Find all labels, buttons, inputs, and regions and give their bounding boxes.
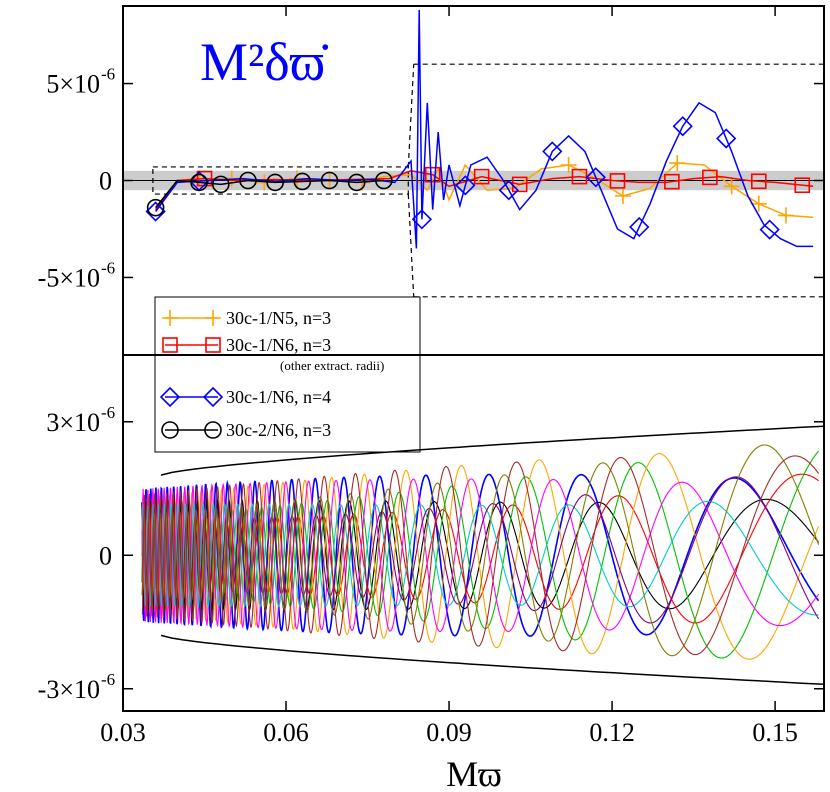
x-tick-label: 0.06	[263, 718, 309, 747]
y-tick-label: 5×10	[46, 70, 100, 99]
bottom-y-ticks: 3×10 -60-3×10 -6	[38, 403, 824, 704]
legend-marker	[205, 337, 221, 353]
data-point	[411, 209, 433, 230]
y-tick-label: -3×10	[38, 675, 100, 704]
oscillation-line	[141, 444, 820, 657]
legend-label: 30c-1/N6, n=4	[226, 387, 331, 407]
y-tick-exponent: -6	[101, 65, 115, 84]
legend-box	[154, 296, 421, 453]
data-point	[293, 172, 312, 191]
legend-item: 30c-2/N6, n=3	[161, 420, 331, 440]
oscillation-curve	[141, 444, 820, 657]
data-point	[777, 207, 794, 224]
data-point	[672, 116, 693, 137]
legend-item: 30c-1/N5, n=3	[162, 308, 331, 328]
legend-item: 30c-1/N6, n=3 (other extract. radii)	[162, 335, 384, 373]
data-point	[750, 195, 767, 212]
y-tick-label: 0	[99, 541, 112, 570]
x-tick-label: 0.12	[589, 718, 635, 747]
data-point	[750, 173, 767, 190]
oscillation-line	[141, 453, 820, 660]
top-plot-area	[123, 9, 824, 298]
data-point	[723, 178, 740, 195]
data-point	[702, 169, 718, 186]
series-line	[154, 9, 814, 249]
data-point	[560, 156, 577, 173]
envelope-upper	[160, 425, 824, 476]
top-panel: 5×10 -60-5×10 -6 M²δϖ̇ 30c-1/N5, n=330c-1/…	[38, 5, 825, 453]
x-tick-label: 0.03	[100, 718, 146, 747]
data-point	[585, 167, 606, 188]
legend-marker	[161, 421, 179, 439]
zoom-box	[152, 166, 409, 195]
oscillation-curve	[141, 450, 819, 659]
legend-marker	[202, 386, 224, 408]
data-point	[759, 219, 780, 240]
envelope-lower	[160, 634, 824, 686]
data-point	[455, 175, 476, 196]
data-point	[190, 173, 208, 192]
data-point	[664, 173, 680, 190]
oscillation-curve	[141, 478, 820, 633]
y-tick-label: 3×10	[46, 408, 100, 437]
data-point	[614, 188, 631, 205]
data-point	[146, 198, 165, 217]
data-point	[794, 177, 811, 194]
zoom-connectors	[407, 64, 415, 297]
legend-label: 30c-1/N6, n=3	[226, 335, 331, 355]
oscillation-curve	[141, 500, 819, 616]
data-point	[320, 171, 339, 190]
series-line	[155, 179, 384, 209]
oscillation-line	[141, 500, 819, 616]
data-point	[375, 171, 393, 190]
oscillation-curve	[141, 453, 820, 660]
legend-marker	[205, 310, 221, 326]
oscillation-curve	[141, 455, 820, 656]
legend-marker	[162, 337, 178, 353]
legend-marker	[204, 421, 222, 439]
data-point	[716, 128, 737, 149]
data-point	[424, 166, 441, 183]
legend-label: 30c-1/N5, n=3	[226, 308, 331, 328]
y-tick-label: -5×10	[38, 263, 100, 292]
data-point	[473, 168, 490, 185]
data-point	[629, 216, 650, 238]
legend: 30c-1/N5, n=3 30c-1/N6, n=3 (other extract…	[154, 296, 421, 453]
data-point	[669, 155, 686, 172]
y-tick-label: 0	[99, 167, 112, 196]
legend-item: 30c-1/N6, n=4	[159, 386, 331, 408]
y-tick-exponent: -6	[101, 403, 115, 422]
data-point	[145, 201, 166, 222]
data-point	[542, 141, 563, 162]
y-tick-exponent: -6	[101, 258, 115, 277]
oscillation-line	[141, 450, 819, 659]
bottom-frame	[122, 354, 825, 712]
series-4	[146, 171, 393, 217]
bottom-plot-area	[141, 425, 824, 686]
bottom-panel: 3×10 -60-3×10 -6 0.03 0.06 0.09 0.12 0.15 Mϖ	[38, 354, 825, 792]
data-point	[266, 173, 284, 192]
x-axis-label: Mϖ	[446, 754, 502, 792]
legend-marker	[162, 310, 178, 326]
data-point	[609, 173, 626, 189]
data-point	[498, 180, 519, 201]
data-point	[239, 171, 257, 190]
y-tick-exponent: -6	[101, 670, 115, 689]
top-y-ticks: 5×10 -60-5×10 -6	[38, 6, 824, 292]
oscillation-line	[141, 478, 820, 633]
data-point	[347, 173, 366, 192]
bottom-x-ticks: 0.03 0.06 0.09 0.12 0.15	[100, 701, 798, 747]
oscillation-line	[141, 455, 820, 656]
legend-marker	[159, 386, 181, 408]
panel-title: M²δϖ̇	[200, 32, 328, 92]
data-point	[212, 175, 230, 194]
x-tick-label: 0.09	[426, 718, 472, 747]
legend-note: (other extract. radii)	[280, 358, 384, 373]
legend-items: 30c-1/N5, n=3 30c-1/N6, n=3 (other extract…	[159, 308, 384, 440]
legend-label: 30c-2/N6, n=3	[226, 420, 331, 440]
x-tick-label: 0.15	[752, 718, 798, 747]
